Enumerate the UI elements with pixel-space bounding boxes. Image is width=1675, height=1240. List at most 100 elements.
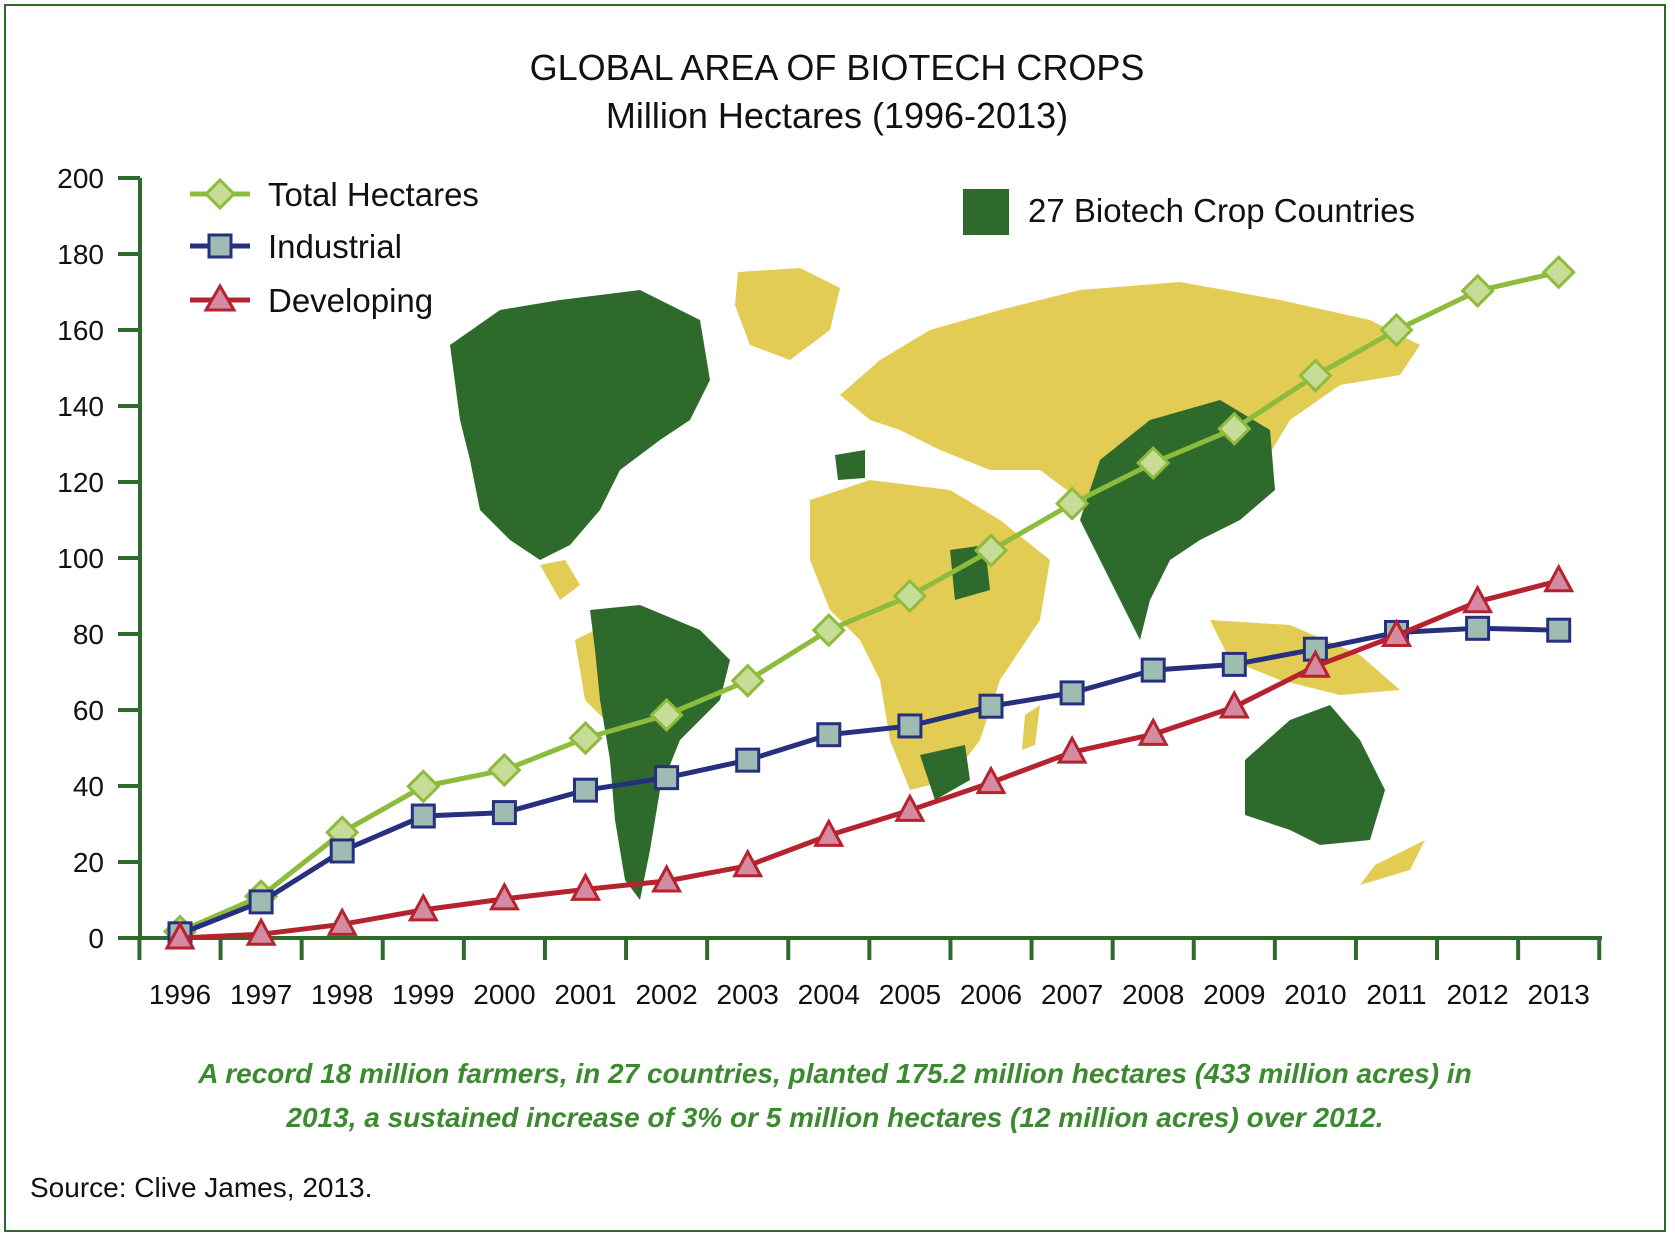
data-point-industrial (735, 747, 761, 773)
y-tick-label: 180 (57, 239, 104, 270)
caption-line-1: A record 18 million farmers, in 27 count… (198, 1058, 1472, 1089)
data-point-industrial (410, 803, 436, 829)
data-point-industrial (573, 777, 598, 803)
legend-label-total: Total Hectares (268, 176, 479, 213)
y-tick-label: 160 (57, 315, 104, 346)
square-marker-icon (207, 233, 233, 259)
data-point-industrial (1465, 615, 1491, 641)
data-point-total (1379, 312, 1414, 348)
y-tick-label: 0 (88, 923, 104, 954)
data-point-total (568, 720, 603, 756)
map-south-africa (920, 745, 970, 800)
data-point-total (487, 752, 522, 788)
legend-label-developing: Developing (268, 282, 433, 319)
data-point-developing (488, 881, 520, 911)
data-point-industrial (654, 765, 680, 791)
x-tick-label: 1999 (392, 979, 454, 1010)
legend-entry-total: Total Hectares (190, 176, 479, 213)
y-tick-label: 20 (73, 847, 104, 878)
data-point-industrial (329, 838, 355, 864)
data-point-developing (1056, 735, 1088, 764)
y-tick-label: 80 (73, 619, 104, 650)
data-point-industrial (1221, 651, 1247, 677)
data-point-developing (1218, 689, 1250, 719)
y-tick-label: 140 (57, 391, 104, 422)
map-madagascar (1022, 705, 1040, 750)
x-tick-label: 2003 (717, 979, 779, 1010)
y-tick-label: 40 (73, 771, 104, 802)
y-tick-label: 100 (57, 543, 104, 574)
caption-line-2: 2013, a sustained increase of 3% or 5 mi… (286, 1102, 1384, 1133)
data-point-total (649, 697, 684, 733)
map-eurasia (840, 282, 1420, 540)
data-point-developing (569, 872, 602, 901)
x-tick-label: 1997 (230, 979, 292, 1010)
data-point-total (406, 769, 441, 804)
map-china-india (1080, 400, 1275, 640)
data-point-total (1298, 358, 1333, 393)
data-point-total (730, 663, 765, 698)
x-tick-label: 2007 (1041, 979, 1103, 1010)
data-point-industrial (1059, 680, 1085, 706)
data-point-developing (245, 917, 277, 946)
data-point-developing (407, 892, 439, 922)
series-layer (162, 255, 1576, 950)
data-point-developing (813, 818, 845, 847)
triangle-marker-icon (203, 283, 237, 312)
legend: Total Hectares Industrial Developing (190, 176, 479, 319)
map-south-america (590, 605, 730, 900)
x-tick-label: 2002 (635, 979, 697, 1010)
y-tick-label: 200 (57, 163, 104, 194)
y-tick-label: 120 (57, 467, 104, 498)
data-point-total (1460, 273, 1495, 308)
data-point-industrial (491, 800, 517, 826)
data-point-developing (1380, 618, 1413, 648)
data-point-developing (1299, 649, 1331, 678)
x-tick-label: 2001 (554, 979, 616, 1010)
data-point-industrial (897, 713, 923, 739)
data-point-industrial (1140, 657, 1166, 683)
legend-entry-developing: Developing (190, 282, 433, 319)
x-tick-label: 2008 (1122, 979, 1184, 1010)
source-note: Source: Clive James, 2013. (30, 1172, 373, 1203)
map-africa (810, 480, 1050, 790)
data-point-total (892, 578, 928, 614)
data-point-industrial (1546, 617, 1572, 643)
map-new-zealand (1360, 840, 1425, 885)
data-point-industrial (816, 722, 842, 748)
world-map-background (450, 268, 1425, 900)
x-tick-label: 2010 (1284, 979, 1346, 1010)
x-tick-label: 2012 (1446, 979, 1508, 1010)
data-point-industrial (978, 693, 1004, 719)
data-point-developing (894, 793, 926, 822)
data-point-developing (651, 863, 683, 893)
diamond-marker-icon (203, 177, 237, 211)
map-legend: 27 Biotech Crop Countries (963, 189, 1415, 235)
data-point-developing (164, 920, 196, 950)
map-north-america (450, 290, 710, 560)
x-tick-label: 2005 (879, 979, 941, 1010)
y-tick-label: 60 (73, 695, 104, 726)
x-tick-label: 2006 (960, 979, 1022, 1010)
series-line-2 (179, 578, 1560, 941)
data-point-developing (975, 765, 1007, 795)
x-tick-label: 1998 (311, 979, 373, 1010)
data-point-total (1136, 445, 1171, 481)
chart-title: GLOBAL AREA OF BIOTECH CROPS (530, 47, 1145, 88)
data-point-developing (1543, 563, 1575, 593)
legend-label-industrial: Industrial (268, 228, 402, 265)
x-tick-label: 2004 (798, 979, 860, 1010)
data-point-total (1541, 255, 1576, 290)
map-legend-swatch (963, 189, 1009, 235)
data-point-total (811, 613, 846, 648)
chart-subtitle: Million Hectares (1996-2013) (606, 95, 1068, 136)
axes: 0 20 40 60 80 100 120 140 160 180 200 1996 1997 1998 1… (57, 163, 1602, 1010)
map-legend-label: 27 Biotech Crop Countries (1028, 192, 1415, 229)
data-point-developing (326, 907, 358, 936)
data-point-total (973, 533, 1009, 568)
map-central-america (540, 560, 580, 600)
map-spain (835, 450, 865, 480)
legend-entry-industrial: Industrial (190, 228, 402, 265)
chart-frame (4, 4, 1666, 1232)
